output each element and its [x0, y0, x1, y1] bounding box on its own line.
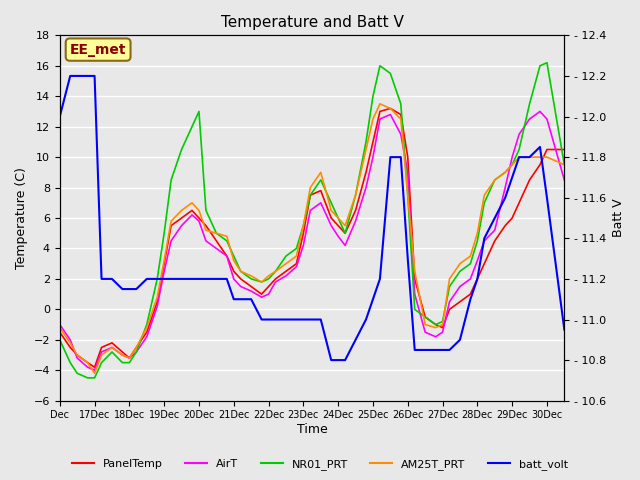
Text: EE_met: EE_met	[70, 43, 126, 57]
Y-axis label: Temperature (C): Temperature (C)	[15, 167, 28, 269]
Title: Temperature and Batt V: Temperature and Batt V	[221, 15, 403, 30]
X-axis label: Time: Time	[297, 423, 328, 436]
Legend: PanelTemp, AirT, NR01_PRT, AM25T_PRT, batt_volt: PanelTemp, AirT, NR01_PRT, AM25T_PRT, ba…	[68, 455, 572, 474]
Y-axis label: Batt V: Batt V	[612, 199, 625, 237]
